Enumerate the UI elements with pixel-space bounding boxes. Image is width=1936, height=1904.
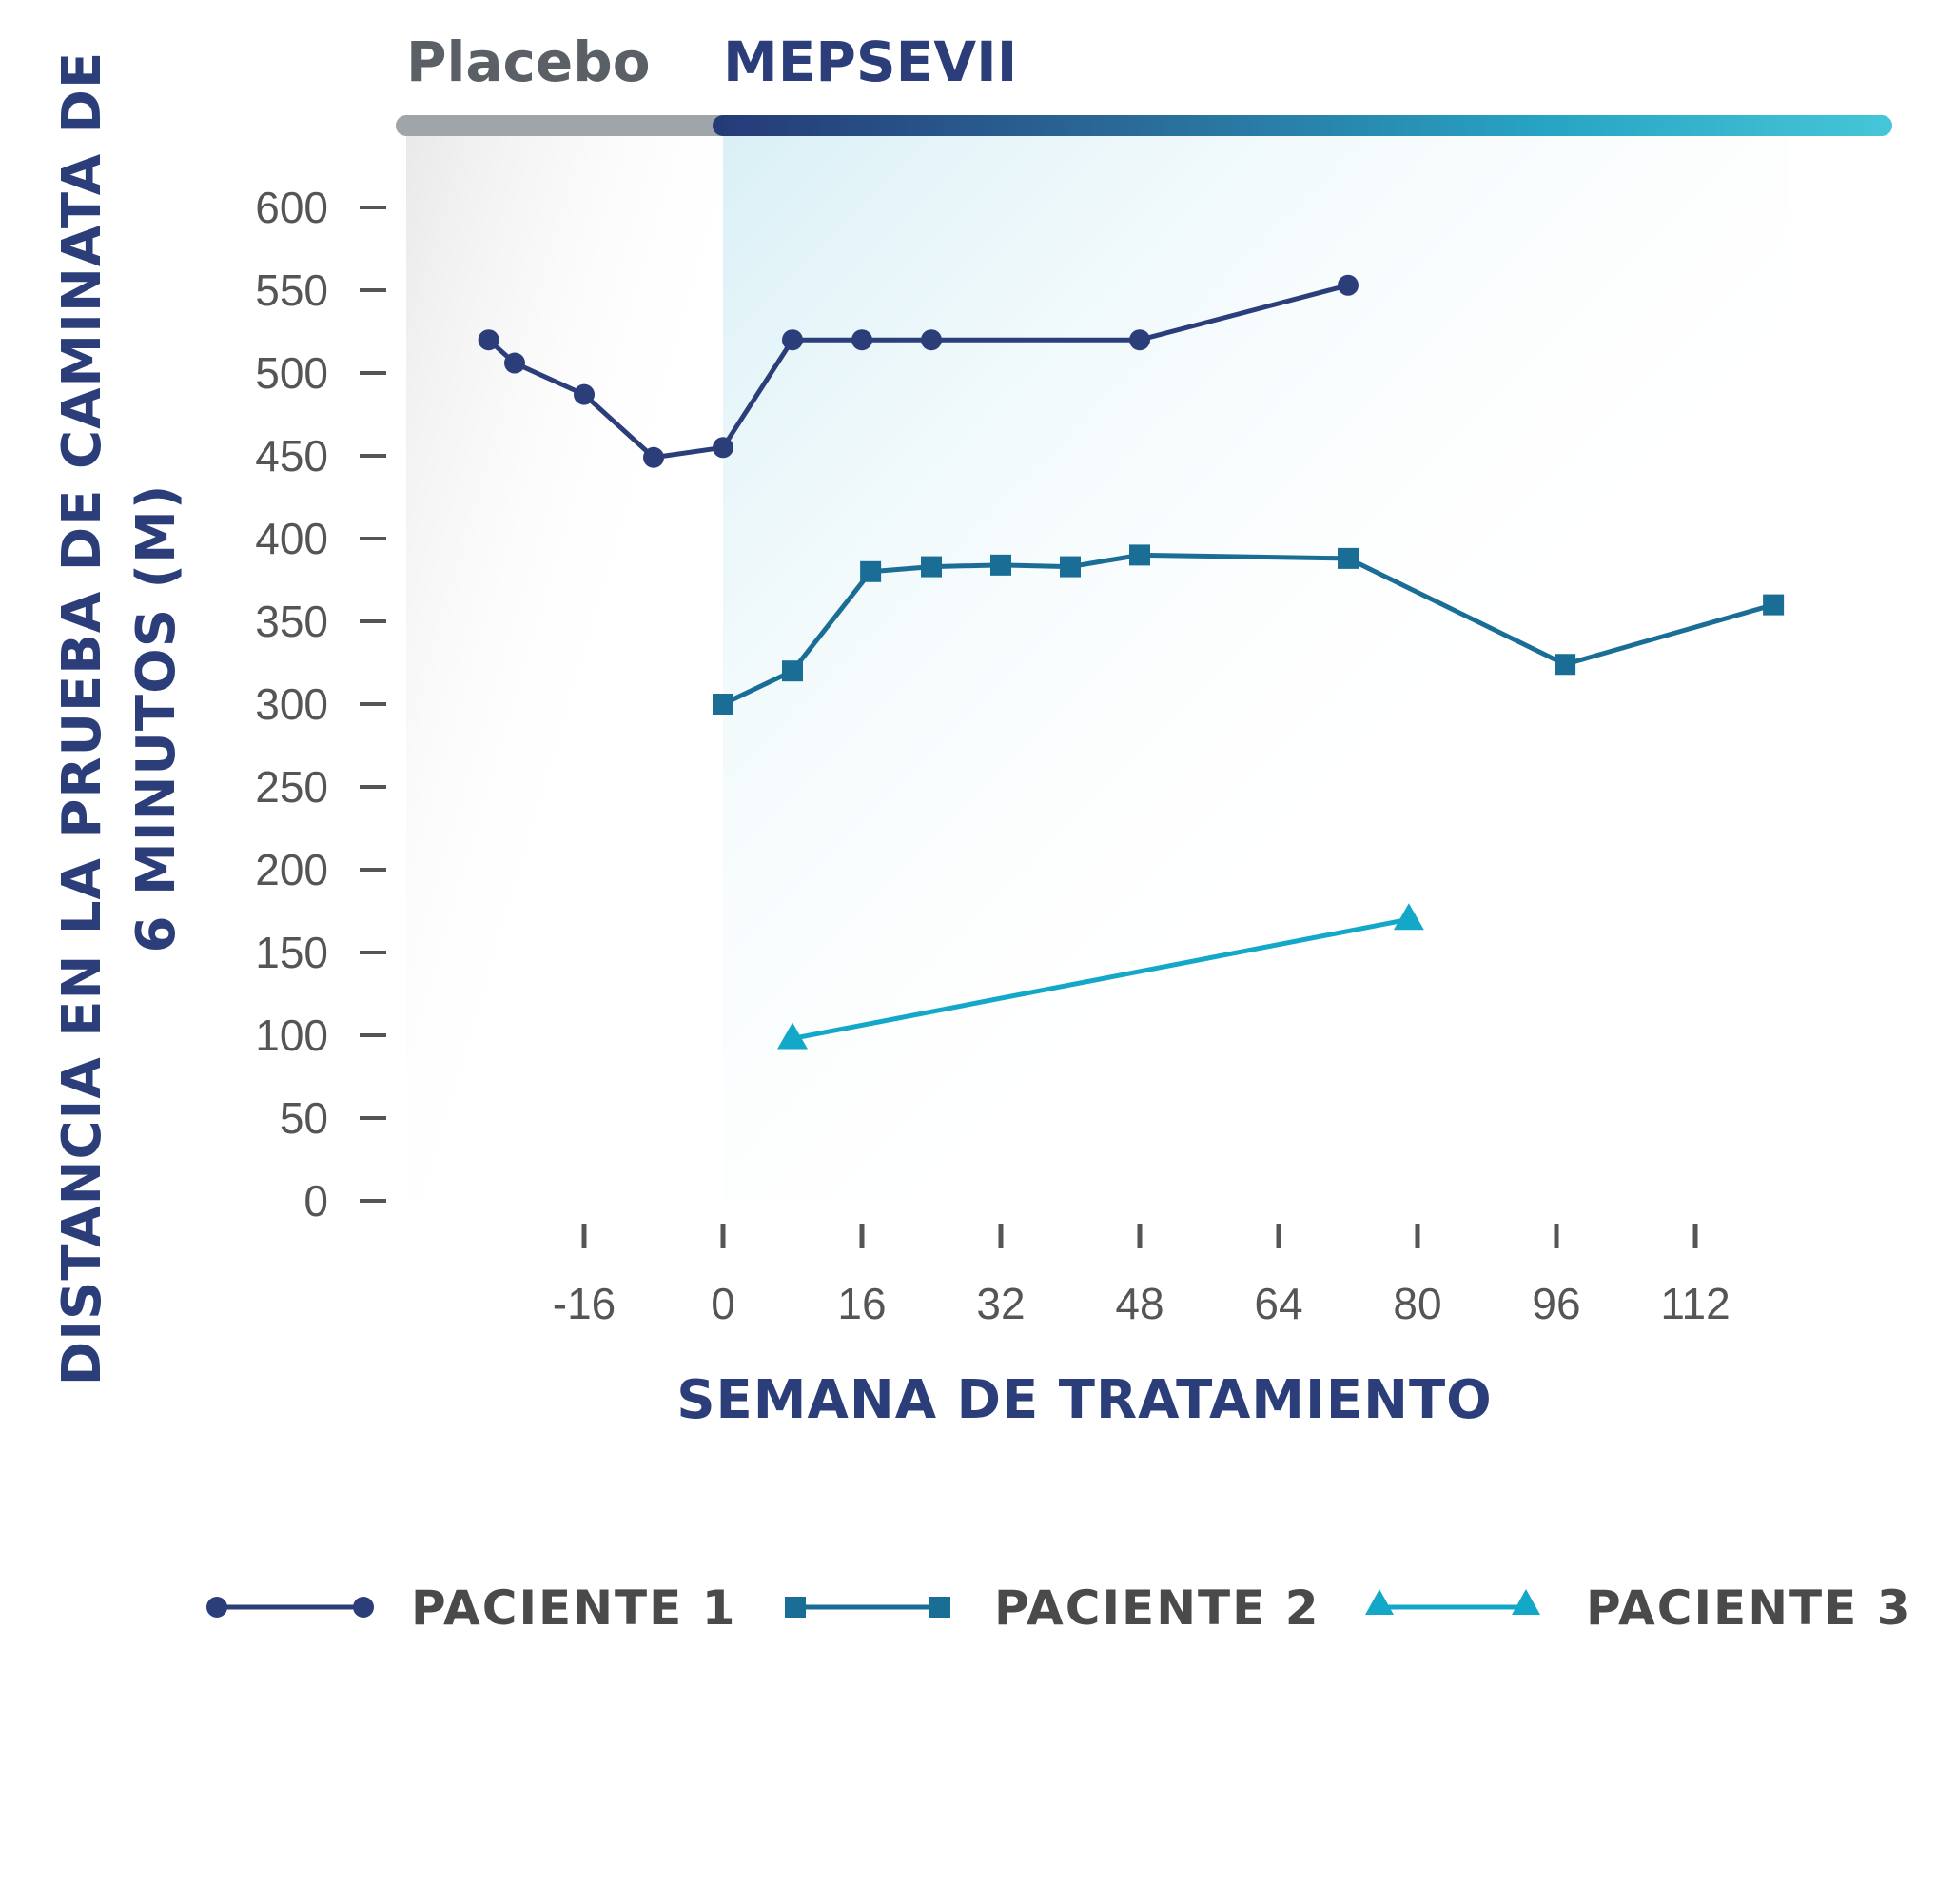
legend-marker-square-icon bbox=[785, 1597, 806, 1618]
mepsevii-label: MEPSEVII bbox=[723, 29, 1017, 94]
data-point-paciente-1 bbox=[713, 437, 733, 459]
placebo-region bbox=[406, 133, 723, 1201]
x-axis: -16 0 16 32 48 64 80 96 112 bbox=[553, 1224, 1731, 1328]
legend-marker-square-icon bbox=[929, 1597, 950, 1618]
data-point-paciente-1 bbox=[643, 446, 664, 468]
y-tick-label: 600 bbox=[255, 183, 328, 232]
y-tick-label: 400 bbox=[255, 514, 328, 563]
x-axis-title: SEMANA DE TRATAMIENTO bbox=[676, 1369, 1493, 1431]
treatment-region bbox=[723, 133, 1789, 1201]
data-point-paciente-2 bbox=[1555, 654, 1576, 676]
y-tick-label: 150 bbox=[255, 928, 328, 977]
data-point-paciente-2 bbox=[1763, 594, 1785, 616]
y-axis-title-line2: 6 MINUTOS (M) bbox=[126, 484, 187, 953]
x-tick-label: 80 bbox=[1393, 1279, 1441, 1328]
y-axis: 0 50 100 150 200 250 300 350 400 450 500 550 600 bbox=[255, 183, 386, 1226]
legend-item-paciente-1: PACIENTE 1 bbox=[206, 1580, 737, 1636]
data-point-paciente-2 bbox=[921, 556, 942, 578]
data-point-paciente-2 bbox=[782, 660, 803, 682]
y-tick-label: 450 bbox=[255, 431, 328, 481]
legend-label-paciente-3: PACIENTE 3 bbox=[1586, 1580, 1912, 1636]
legend: PACIENTE 1 PACIENTE 2 PACIENTE 3 bbox=[206, 1580, 1912, 1636]
data-point-paciente-2 bbox=[990, 554, 1011, 576]
y-tick-label: 500 bbox=[255, 348, 328, 398]
data-point-paciente-1 bbox=[921, 329, 942, 351]
data-point-paciente-1 bbox=[851, 329, 872, 351]
legend-item-paciente-3: PACIENTE 3 bbox=[1365, 1580, 1912, 1636]
series-line-paciente-2 bbox=[721, 552, 1774, 707]
legend-label-paciente-1: PACIENTE 1 bbox=[411, 1580, 737, 1636]
legend-label-paciente-2: PACIENTE 2 bbox=[994, 1580, 1320, 1636]
legend-marker-triangle-icon bbox=[1512, 1589, 1540, 1615]
data-point-paciente-2 bbox=[1060, 556, 1081, 578]
legend-item-paciente-2: PACIENTE 2 bbox=[785, 1580, 1320, 1636]
data-point-paciente-1 bbox=[504, 352, 525, 374]
y-tick-label: 0 bbox=[303, 1176, 328, 1226]
series-line-paciente-1 bbox=[486, 283, 1349, 461]
x-tick-label: 48 bbox=[1115, 1279, 1164, 1328]
series-line-paciente-3 bbox=[792, 916, 1410, 1041]
data-point-paciente-1 bbox=[1338, 274, 1359, 296]
x-tick-label: 32 bbox=[976, 1279, 1025, 1328]
y-tick-label: 50 bbox=[280, 1093, 328, 1143]
y-tick-label: 100 bbox=[255, 1011, 328, 1060]
data-point-paciente-2 bbox=[1338, 547, 1359, 569]
legend-marker-triangle-icon bbox=[1365, 1589, 1394, 1615]
data-point-paciente-1 bbox=[478, 329, 499, 351]
x-tick-label: 0 bbox=[711, 1279, 735, 1328]
data-point-paciente-2 bbox=[860, 560, 882, 582]
data-point-paciente-3 bbox=[777, 1022, 808, 1050]
data-point-paciente-1 bbox=[574, 383, 595, 405]
y-tick-label: 300 bbox=[255, 679, 328, 729]
y-tick-label: 250 bbox=[255, 762, 328, 812]
x-tick-label: 112 bbox=[1660, 1279, 1730, 1328]
x-tick-label: 64 bbox=[1254, 1279, 1302, 1328]
y-axis-title-line1: DISTANCIA EN LA PRUEBA DE CAMINATA DE bbox=[51, 51, 113, 1386]
x-tick-label: 16 bbox=[837, 1279, 886, 1328]
x-tick-label: -16 bbox=[553, 1279, 616, 1328]
data-point-paciente-2 bbox=[1129, 544, 1150, 566]
data-point-paciente-1 bbox=[1129, 329, 1150, 351]
y-tick-label: 350 bbox=[255, 597, 328, 646]
x-tick-label: 96 bbox=[1532, 1279, 1580, 1328]
legend-marker-circle-icon bbox=[353, 1597, 374, 1618]
series-layer bbox=[478, 274, 1785, 1050]
data-point-paciente-1 bbox=[782, 329, 803, 351]
data-point-paciente-2 bbox=[713, 694, 733, 715]
placebo-label: Placebo bbox=[406, 29, 651, 94]
treatment-bar bbox=[713, 115, 1892, 136]
y-tick-label: 200 bbox=[255, 845, 328, 894]
y-tick-label: 550 bbox=[255, 265, 328, 315]
legend-marker-circle-icon bbox=[206, 1597, 227, 1618]
data-point-paciente-3 bbox=[1393, 903, 1424, 931]
